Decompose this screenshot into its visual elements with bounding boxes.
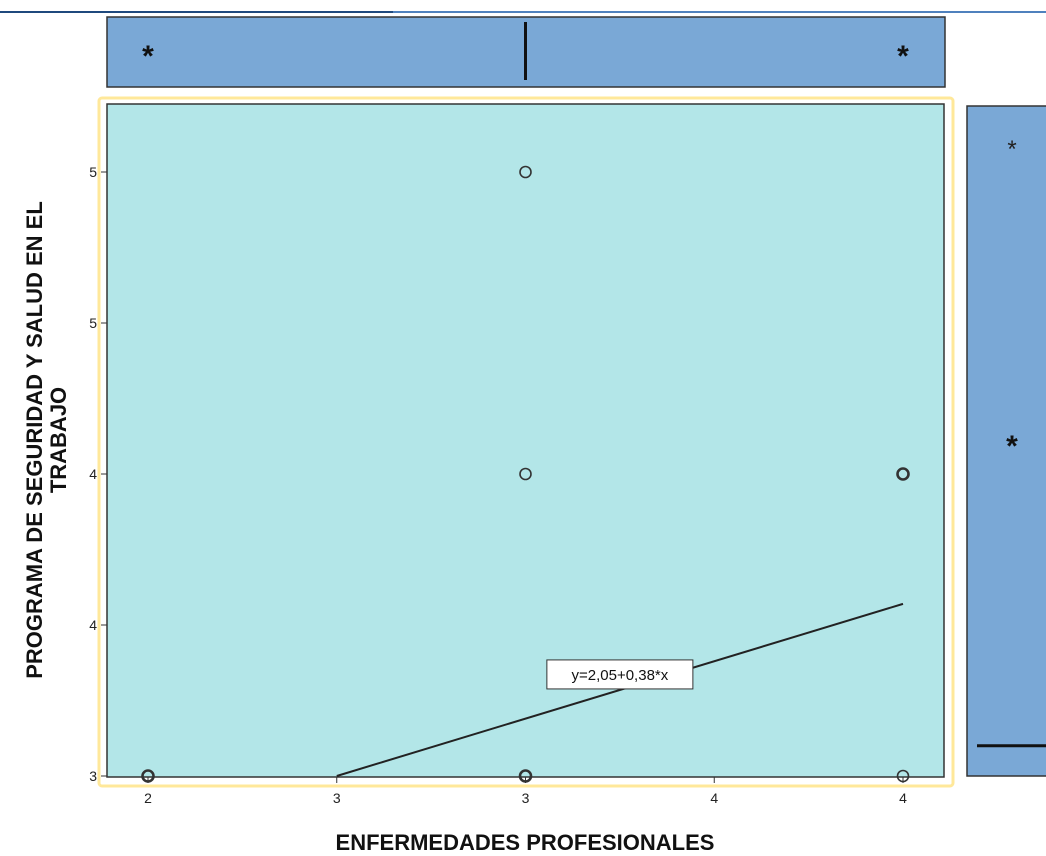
data-point-5 bbox=[519, 165, 532, 179]
y-tick-label-4: 5 bbox=[89, 164, 97, 180]
x-tick-label-2: 3 bbox=[522, 790, 530, 806]
y-tick-label-2: 4 bbox=[89, 466, 97, 482]
x-tick-label-4: 4 bbox=[899, 790, 907, 806]
fit-equation-label: y=2,05+0,38*x bbox=[546, 659, 694, 690]
x-tick-label-3: 4 bbox=[710, 790, 718, 806]
fit-equation-box bbox=[546, 659, 694, 690]
top-boxplot-outlier-max: * bbox=[897, 40, 909, 73]
top-border-line bbox=[0, 11, 1046, 13]
y-axis-title-line2: TRABAJO bbox=[46, 387, 71, 493]
data-point-3 bbox=[519, 467, 532, 481]
axis-ticks: 2 3 3 4 4 3 4 4 5 5 bbox=[89, 164, 907, 806]
plot-area bbox=[106, 103, 945, 778]
y-tick-label-0: 3 bbox=[89, 768, 97, 784]
y-tick-label-1: 4 bbox=[89, 617, 97, 633]
right-boxplot-outlier-mid: * bbox=[1006, 430, 1018, 463]
data-point-0 bbox=[141, 769, 155, 783]
x-axis-title: ENFERMEDADES PROFESIONALES bbox=[336, 830, 715, 855]
data-point-2 bbox=[896, 769, 910, 783]
top-boxplot-outlier-min: * bbox=[142, 40, 154, 73]
top-border-accent bbox=[0, 11, 393, 13]
fit-equation-text: y=2,05+0,38*x bbox=[572, 667, 669, 684]
fit-line-group bbox=[336, 602, 904, 777]
right-boxplot-box bbox=[966, 105, 1046, 777]
data-point-4 bbox=[896, 467, 910, 481]
y-axis-title-line1: PROGRAMA DE SEGURIDAD Y SALUD EN EL bbox=[22, 201, 47, 679]
right-boxplot: * * bbox=[966, 105, 1046, 777]
right-boxplot-outlier-upper: * bbox=[1007, 136, 1016, 163]
x-tick-label-0: 2 bbox=[144, 790, 152, 806]
plot-frame-highlight bbox=[97, 96, 955, 788]
data-point-1 bbox=[518, 769, 533, 783]
top-boxplot: * * bbox=[106, 16, 946, 88]
x-tick-label-1: 3 bbox=[333, 790, 341, 806]
y-tick-label-3: 5 bbox=[89, 315, 97, 331]
fit-line bbox=[336, 602, 904, 777]
data-points bbox=[141, 165, 910, 783]
